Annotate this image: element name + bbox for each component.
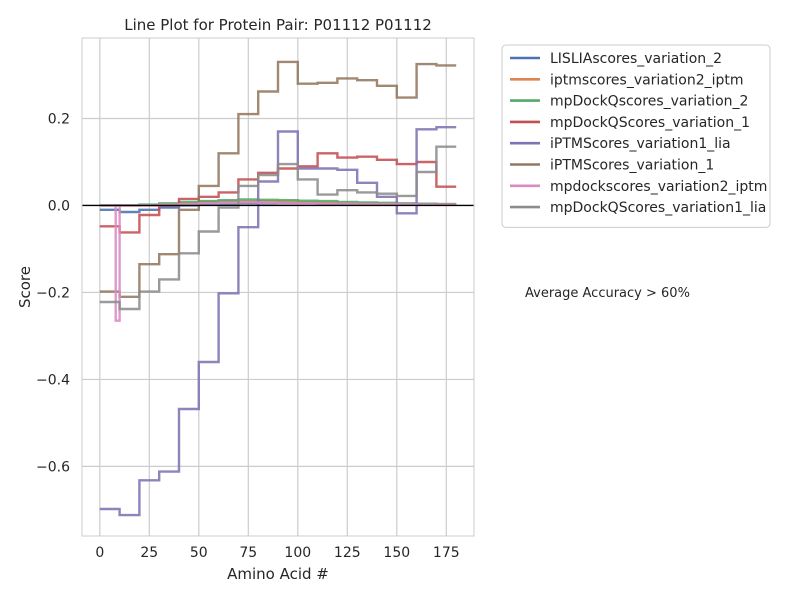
legend-box xyxy=(501,44,771,228)
series-line-iptmscores-variation1-lia xyxy=(99,126,457,517)
legend-label: mpDockQScores_variation1_lia xyxy=(550,200,766,216)
y-tick-label: −0.6 xyxy=(36,459,70,475)
legend-label: LISLIAscores_variation_2 xyxy=(550,51,722,67)
y-tick-label: 0.0 xyxy=(48,198,70,214)
series-line-mpdockqscores-variation1-lia xyxy=(99,145,457,311)
legend-label: mpDockQscores_variation_2 xyxy=(550,94,748,110)
x-tick-label: 75 xyxy=(239,545,257,561)
plot-frame xyxy=(81,37,475,537)
legend-label: mpDockQScores_variation_1 xyxy=(550,115,750,131)
x-tick-label: 100 xyxy=(284,545,311,561)
y-axis-label: Score xyxy=(16,266,34,308)
grid-lines xyxy=(82,38,474,536)
accuracy-annotation: Average Accuracy > 60% xyxy=(525,286,690,301)
legend-label: iPTMScores_variation_1 xyxy=(550,158,714,174)
x-tick-label: 25 xyxy=(140,545,158,561)
y-tick-label: −0.2 xyxy=(36,285,70,301)
series-lines xyxy=(99,60,457,517)
x-tick-label: 150 xyxy=(383,545,410,561)
y-tick-labels: −0.6 −0.4 −0.2 0.0 0.2 xyxy=(36,111,70,475)
y-tick-label: 0.2 xyxy=(48,111,70,127)
x-tick-labels: 0 25 50 75 100 125 150 175 xyxy=(95,545,459,561)
series-line-iptmscores-variation-1 xyxy=(99,60,457,298)
legend-label: iptmscores_variation2_iptm xyxy=(550,72,744,88)
chart-title: Line Plot for Protein Pair: P01112 P0111… xyxy=(124,16,432,34)
legend-label: mpdockscores_variation2_iptm xyxy=(550,179,767,195)
x-tick-label: 0 xyxy=(95,545,104,561)
x-axis-label: Amino Acid # xyxy=(227,565,329,583)
legend: LISLIAscores_variation_2 iptmscores_varia… xyxy=(501,44,771,228)
legend-label: iPTMScores_variation1_lia xyxy=(550,136,731,152)
x-tick-label: 50 xyxy=(190,545,208,561)
x-tick-label: 175 xyxy=(433,545,460,561)
series-line-mpdockscores-variation2-iptm xyxy=(99,201,457,322)
x-tick-label: 125 xyxy=(334,545,361,561)
y-tick-label: −0.4 xyxy=(36,372,70,388)
